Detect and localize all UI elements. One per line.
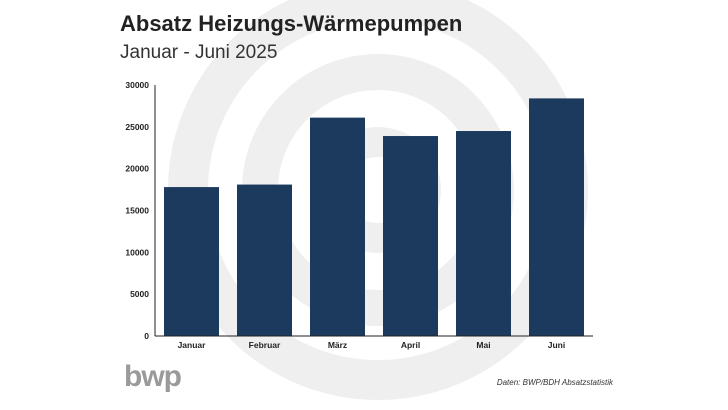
x-axis: Januar Februar März April Mai Juni (155, 335, 593, 350)
x-tick-label: März (328, 340, 347, 350)
y-tick-label: 0 (144, 331, 149, 341)
x-tick-label: Mai (476, 340, 490, 350)
bar-märz (310, 117, 365, 336)
bar-mai (456, 131, 511, 336)
y-tick-label: 5000 (130, 289, 149, 299)
y-tick-label: 10000 (125, 247, 149, 257)
x-tick-label: Juni (548, 340, 565, 350)
y-tick-label: 25000 (125, 122, 149, 132)
chart-title: Absatz Heizungs-Wärmepumpen (120, 11, 463, 36)
x-tick-label: Februar (249, 340, 281, 350)
y-tick-label: 20000 (125, 164, 149, 174)
bar-januar (164, 187, 219, 336)
x-tick-label: Januar (178, 340, 207, 350)
bwp-logo: bwp (124, 360, 182, 393)
bar-juni (529, 98, 584, 337)
chart-subtitle: Januar - Juni 2025 (120, 42, 278, 63)
y-tick-label: 15000 (125, 206, 149, 216)
y-axis: 0 5000 10000 15000 20000 25000 30000 (125, 80, 156, 341)
bar-februar (237, 184, 292, 336)
x-tick-label: April (401, 340, 420, 350)
source-note: Daten: BWP/BDH Absatzstatistik (496, 378, 613, 387)
y-tick-label: 30000 (125, 80, 149, 90)
bar-april (383, 136, 438, 336)
bars (164, 98, 584, 337)
